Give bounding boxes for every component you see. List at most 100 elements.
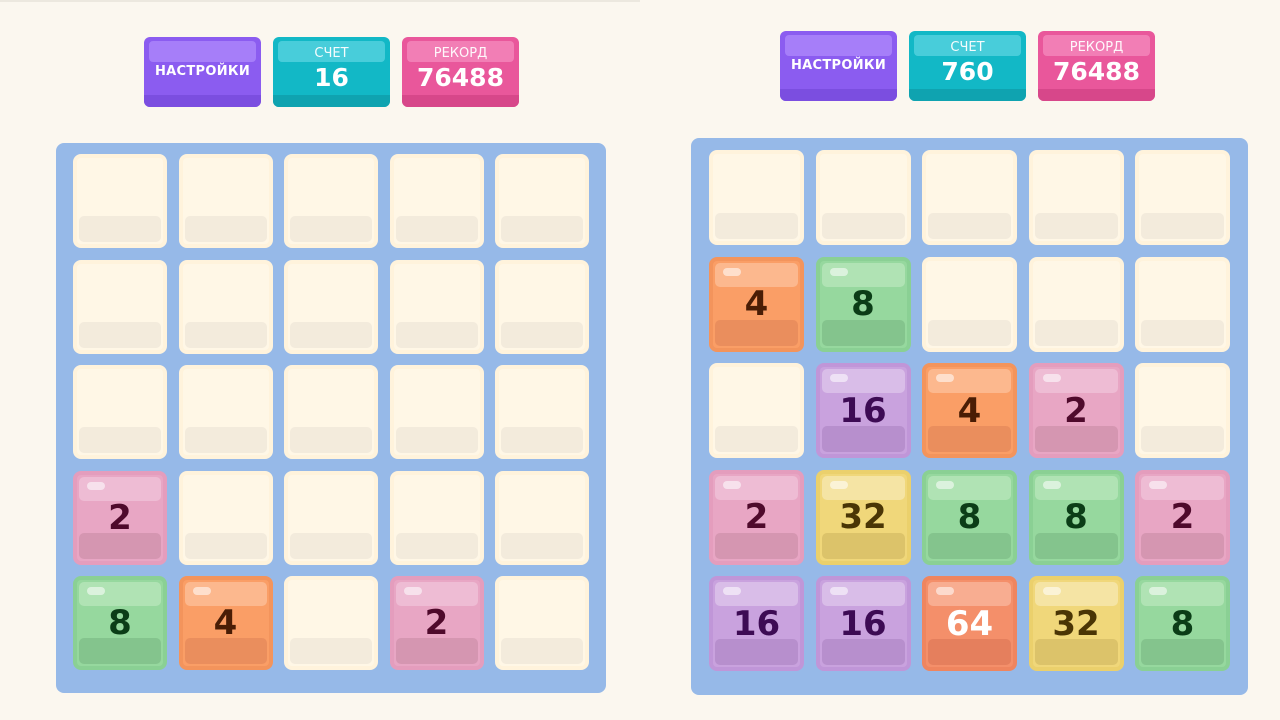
tile-shadow xyxy=(184,638,267,664)
tile-8: 8 xyxy=(922,469,1017,565)
tile-2: 2 xyxy=(389,576,484,670)
empty-cell xyxy=(1135,363,1230,458)
tile-16: 16 xyxy=(815,363,911,458)
tile-gloss xyxy=(87,481,105,490)
tile-gloss xyxy=(723,587,741,595)
tile-value: 2 xyxy=(1064,390,1088,431)
empty-cell xyxy=(495,470,589,565)
tile-2: 2 xyxy=(1135,469,1230,565)
tile-shadow xyxy=(501,638,583,664)
empty-cell xyxy=(178,365,273,459)
settings-label: НАСТРОЙКИ xyxy=(154,64,250,79)
tile-shadow xyxy=(79,427,161,453)
tile-gloss xyxy=(1149,587,1167,595)
tile-shadow xyxy=(1141,532,1224,559)
tile-shadow xyxy=(928,639,1011,665)
tile-value: 16 xyxy=(839,390,887,431)
tile-2: 2 xyxy=(709,469,804,565)
tile-value: 64 xyxy=(945,603,994,644)
tile-gloss xyxy=(723,480,741,489)
box-highlight xyxy=(278,41,385,62)
tile-value: 2 xyxy=(1170,497,1195,537)
best-score-value: 76488 xyxy=(417,63,504,92)
best-score-label: РЕКОРД xyxy=(433,46,488,61)
tile-shadow xyxy=(184,532,267,559)
tile-4: 4 xyxy=(178,576,273,670)
empty-cell xyxy=(495,576,589,670)
empty-cell xyxy=(709,363,804,458)
tile-shadow xyxy=(79,532,161,559)
tile-shadow xyxy=(395,638,478,664)
tile-gloss xyxy=(829,587,848,595)
tile-gloss xyxy=(829,480,848,489)
tile-8: 8 xyxy=(1028,469,1124,565)
tile-shadow xyxy=(290,427,372,453)
tile-shadow xyxy=(395,532,478,559)
tile-64: 64 xyxy=(922,576,1017,671)
tile-shadow xyxy=(79,321,161,348)
tile-shadow xyxy=(715,639,798,665)
empty-cell xyxy=(709,150,804,245)
empty-cell xyxy=(389,470,484,565)
tile-gloss xyxy=(936,480,954,489)
tile-32: 32 xyxy=(815,469,911,565)
empty-cell xyxy=(284,576,378,670)
tile-shadow xyxy=(184,427,267,453)
tile-8: 8 xyxy=(1135,576,1230,671)
settings-label: НАСТРОЙКИ xyxy=(790,58,886,73)
tile-shadow xyxy=(821,213,905,239)
tile-4: 4 xyxy=(709,256,804,352)
tile-shadow xyxy=(1034,639,1118,665)
empty-cell xyxy=(178,259,273,354)
tile-value: 2 xyxy=(424,603,449,643)
tile-shadow xyxy=(715,213,798,239)
tile-value: 4 xyxy=(744,284,769,324)
tile-shadow xyxy=(1141,319,1224,346)
game-board[interactable]: 4 8 16 4 2 2 32 8 8 2 16 16 64 32 8 xyxy=(691,138,1248,695)
empty-cell xyxy=(284,365,378,459)
button-highlight xyxy=(785,35,892,56)
tile-value: 8 xyxy=(108,603,132,643)
empty-cell xyxy=(284,470,378,565)
settings-button[interactable]: НАСТРОЙКИ xyxy=(144,37,261,107)
best-score-label: РЕКОРД xyxy=(1069,40,1124,55)
box-highlight xyxy=(1043,35,1150,56)
box-shadow xyxy=(402,95,519,107)
tile-value: 16 xyxy=(839,603,887,644)
tile-shadow xyxy=(821,532,905,559)
tile-shadow xyxy=(821,426,905,452)
box-shadow xyxy=(909,89,1026,101)
tile-2: 2 xyxy=(1028,363,1124,458)
box-shadow xyxy=(1038,89,1155,101)
tile-gloss xyxy=(723,267,741,276)
best-score-value: 76488 xyxy=(1053,57,1140,86)
score-box: СЧЕТ 16 xyxy=(273,37,390,107)
tile-value: 32 xyxy=(839,497,887,537)
tile-shadow xyxy=(715,319,798,346)
tile-shadow xyxy=(928,213,1011,239)
empty-cell xyxy=(284,259,378,354)
tile-gloss xyxy=(403,587,422,595)
tile-gloss xyxy=(829,267,848,276)
tile-shadow xyxy=(715,532,798,559)
empty-cell xyxy=(73,154,167,248)
score-value: 16 xyxy=(314,63,349,92)
tile-value: 2 xyxy=(744,497,769,537)
settings-button[interactable]: НАСТРОЙКИ xyxy=(780,31,897,101)
tile-32: 32 xyxy=(1028,576,1124,671)
tile-shadow xyxy=(395,321,478,348)
tile-gloss xyxy=(87,587,105,595)
tile-grid: 4 8 16 4 2 2 32 8 8 2 16 16 64 32 8 xyxy=(709,150,1230,671)
score-value: 760 xyxy=(941,57,994,86)
tile-gloss xyxy=(1042,587,1061,595)
tile-shadow xyxy=(290,216,372,242)
tile-shadow xyxy=(1141,213,1224,239)
tile-16: 16 xyxy=(815,576,911,671)
empty-cell xyxy=(178,470,273,565)
tile-shadow xyxy=(290,321,372,348)
hud-left: НАСТРОЙКИ СЧЕТ 16 РЕКОРД 76488 xyxy=(144,37,519,107)
tile-value: 32 xyxy=(1052,603,1100,644)
tile-4: 4 xyxy=(922,363,1017,458)
game-board[interactable]: 2 8 4 2 xyxy=(56,143,606,693)
tile-shadow xyxy=(821,639,905,665)
